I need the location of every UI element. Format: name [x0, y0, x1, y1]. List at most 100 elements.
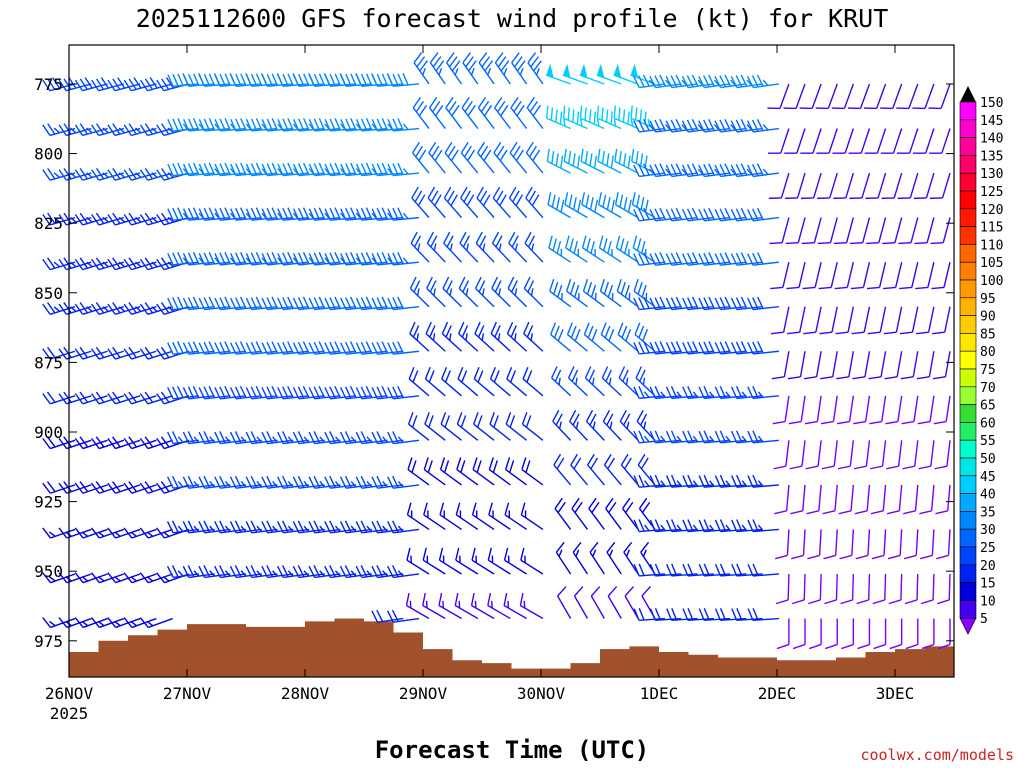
colorbar-segment: [959, 190, 977, 210]
wind-barb: [308, 207, 341, 221]
wind-barb: [324, 431, 357, 445]
colorbar-label: 135: [980, 149, 1003, 164]
wind-barb: [730, 252, 763, 266]
wind-barb: [229, 431, 262, 445]
wind-barb: [339, 565, 372, 579]
wind-barb: [633, 163, 666, 178]
wind-barb: [214, 520, 247, 534]
wind-barb: [139, 123, 173, 137]
colorbar-segment: [959, 475, 977, 494]
wind-barb: [519, 593, 544, 620]
colorbar-label: 70: [980, 381, 996, 396]
wind-barb: [198, 118, 231, 132]
wind-barb: [473, 366, 495, 397]
wind-barb: [261, 118, 294, 132]
wind-barb: [597, 148, 622, 174]
wind-barb: [776, 618, 790, 650]
wind-barb: [838, 484, 855, 515]
colorbar-segment: [959, 172, 977, 192]
wind-barb: [580, 148, 605, 174]
y-tick-label: 950: [34, 562, 63, 581]
wind-barb: [905, 618, 919, 650]
wind-barb: [277, 162, 310, 177]
wind-barb: [198, 341, 231, 355]
wind-barb: [666, 519, 698, 533]
wind-barb: [167, 341, 199, 355]
wind-barb: [406, 502, 430, 531]
wind-barb: [182, 475, 215, 489]
wind-barb: [387, 162, 420, 177]
wind-barb: [214, 431, 247, 445]
wind-barb: [567, 366, 588, 397]
wind-barb: [355, 475, 388, 489]
wind-barb: [665, 163, 698, 178]
wind-barb: [633, 118, 666, 133]
wind-barb: [832, 128, 855, 154]
wind-barb: [139, 346, 173, 360]
wind-barb: [58, 391, 92, 405]
wind-barb: [493, 141, 511, 174]
wind-barb: [883, 262, 903, 290]
wind-barb: [562, 105, 588, 130]
colorbar-top-arrow: [960, 86, 976, 102]
wind-barb: [556, 586, 572, 619]
wind-barb: [649, 118, 682, 133]
wind-barb: [571, 497, 589, 530]
wind-barb: [42, 212, 76, 226]
wind-barb: [606, 541, 622, 575]
colorbar-label: 150: [980, 96, 1003, 111]
wind-barb: [682, 563, 714, 577]
wind-barb: [355, 431, 388, 445]
wind-barb: [488, 457, 511, 486]
wind-barb: [292, 431, 325, 445]
wind-barb: [387, 207, 420, 221]
wind-barb: [698, 563, 731, 577]
x-tick-label: 3DEC: [876, 684, 915, 703]
wind-barb: [747, 252, 779, 266]
colorbar-segment: [959, 333, 977, 352]
wind-barb: [649, 341, 682, 355]
wind-barb: [570, 453, 589, 486]
wind-barb: [773, 440, 790, 470]
wind-barb: [791, 573, 806, 605]
wind-barb: [245, 475, 278, 489]
wind-barb: [624, 586, 639, 619]
wind-barb: [371, 609, 404, 623]
wind-barb: [308, 520, 341, 534]
wind-barb: [293, 118, 325, 132]
wind-barb: [853, 395, 871, 425]
wind-barb: [472, 457, 495, 486]
wind-barb: [324, 162, 357, 177]
wind-barb: [823, 529, 838, 560]
wind-barb: [649, 296, 682, 311]
wind-barb: [633, 474, 666, 488]
wind-barb: [731, 563, 763, 577]
year-label: 2025: [50, 704, 89, 723]
wind-barb: [936, 573, 951, 605]
wind-barb: [771, 351, 790, 380]
wind-barb: [929, 172, 951, 200]
wind-barb: [214, 162, 247, 177]
wind-barb: [889, 618, 903, 650]
colorbar-label: 130: [980, 167, 1003, 182]
wind-barb: [936, 529, 951, 560]
wind-barb: [139, 167, 173, 181]
wind-barb: [443, 186, 463, 219]
wind-barb: [849, 172, 871, 200]
wind-barb: [562, 63, 588, 85]
wind-barb: [230, 118, 262, 132]
wind-barb: [409, 276, 430, 308]
wind-barb: [682, 430, 714, 444]
wind-barb: [698, 474, 731, 488]
colorbar-segment: [959, 457, 977, 477]
wind-barb: [820, 351, 838, 380]
wind-barb: [470, 593, 495, 620]
wind-barb: [633, 278, 656, 308]
wind-barb: [58, 77, 92, 92]
wind-barb: [74, 436, 108, 450]
y-tick-label: 900: [34, 423, 63, 442]
wind-barb: [789, 440, 806, 470]
wind-barb: [198, 252, 231, 266]
wind-barb: [214, 385, 247, 400]
wind-barb: [308, 431, 341, 445]
